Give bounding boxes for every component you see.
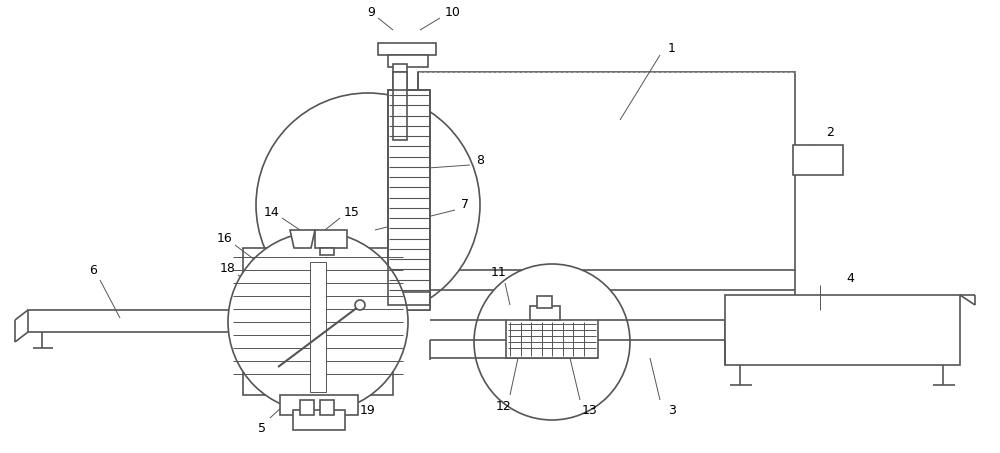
Text: 11: 11 <box>491 266 507 280</box>
Bar <box>320 400 334 415</box>
Bar <box>378 292 430 310</box>
Bar <box>393 72 407 140</box>
Bar <box>725 295 960 365</box>
Text: 8: 8 <box>476 154 484 167</box>
Bar <box>393 64 407 72</box>
Text: 19: 19 <box>360 404 376 416</box>
Bar <box>388 90 430 305</box>
Bar <box>320 248 334 255</box>
Text: 9: 9 <box>367 6 375 19</box>
Text: 7: 7 <box>461 198 469 212</box>
Bar <box>300 400 314 415</box>
Bar <box>506 320 598 358</box>
Text: 3: 3 <box>668 404 676 416</box>
Text: 6: 6 <box>89 264 97 276</box>
Bar <box>243 248 393 395</box>
Bar <box>280 395 358 415</box>
Bar <box>28 310 243 332</box>
Bar <box>793 145 843 175</box>
Bar <box>388 55 428 67</box>
Bar <box>388 90 430 305</box>
Text: 1: 1 <box>668 42 676 54</box>
Text: 13: 13 <box>582 404 598 416</box>
Bar <box>310 262 326 392</box>
Text: 12: 12 <box>496 400 512 414</box>
Text: 5: 5 <box>258 421 266 434</box>
Text: 15: 15 <box>344 206 360 218</box>
Bar <box>293 410 345 430</box>
Bar <box>530 306 560 320</box>
Circle shape <box>256 93 480 317</box>
Text: 18: 18 <box>220 261 236 275</box>
Polygon shape <box>290 230 315 248</box>
Bar <box>315 230 347 248</box>
Text: 14: 14 <box>264 206 280 218</box>
Bar <box>537 296 552 308</box>
Text: 2: 2 <box>826 126 834 140</box>
Circle shape <box>228 232 408 412</box>
Circle shape <box>355 300 365 310</box>
Text: 16: 16 <box>217 231 233 245</box>
Bar <box>418 72 795 270</box>
Bar <box>378 43 436 55</box>
Text: 4: 4 <box>846 271 854 284</box>
Text: 10: 10 <box>445 6 461 19</box>
Circle shape <box>474 264 630 420</box>
